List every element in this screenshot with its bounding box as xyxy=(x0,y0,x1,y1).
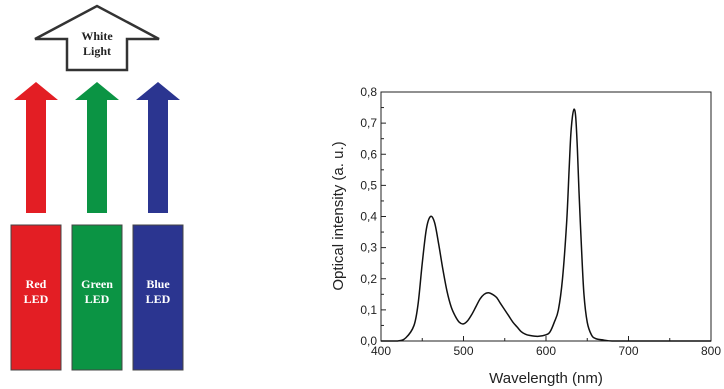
y-tick-label: 0,8 xyxy=(360,85,377,99)
red-led-label-line1: Red xyxy=(26,277,47,291)
spectrum-chart: 400 500 600 700 800 0,0 0,1 0,2 0,3 0,4 0,5 0,6 0,7… xyxy=(330,85,721,387)
blue-led-label-line2: LED xyxy=(146,292,171,306)
y-tick-label: 0,0 xyxy=(360,334,377,348)
y-tick-label: 0,3 xyxy=(360,241,377,255)
blue-arrow xyxy=(136,82,180,213)
y-axis-label: Optical intensity (a. u.) xyxy=(330,141,347,290)
blue-led-box xyxy=(132,224,184,371)
white-light-label-line2: Light xyxy=(83,44,111,58)
white-arrow-shape xyxy=(34,4,160,72)
green-led-label-line2: LED xyxy=(85,292,110,306)
y-tick-label: 0,5 xyxy=(360,178,377,192)
red-led-box xyxy=(10,224,62,371)
red-led-label-line2: LED xyxy=(24,292,49,306)
x-tick-label: 500 xyxy=(453,344,473,358)
y-axis: 0,0 0,1 0,2 0,3 0,4 0,5 0,6 0,7 0,8 xyxy=(360,85,386,348)
y-tick-label: 0,2 xyxy=(360,272,377,286)
x-axis-label: Wavelength (nm) xyxy=(489,370,603,387)
white-light-arrow: White Light xyxy=(34,4,160,72)
blue-led-label-line1: Blue xyxy=(146,277,170,291)
spectrum-series-line xyxy=(380,108,711,342)
green-led-label-line1: Green xyxy=(81,277,113,291)
red-arrow xyxy=(14,82,58,213)
y-tick-label: 0,4 xyxy=(360,210,377,224)
x-tick-label: 700 xyxy=(618,344,638,358)
y-tick-label: 0,1 xyxy=(360,303,377,317)
green-led-box xyxy=(71,224,123,371)
x-tick-label: 400 xyxy=(371,344,391,358)
x-axis: 400 500 600 700 800 xyxy=(371,336,721,358)
white-light-label-line1: White xyxy=(81,29,113,43)
x-tick-label: 600 xyxy=(536,344,556,358)
y-tick-label: 0,7 xyxy=(360,116,377,130)
x-tick-label: 800 xyxy=(701,344,721,358)
green-arrow xyxy=(75,82,119,213)
y-tick-label: 0,6 xyxy=(360,147,377,161)
